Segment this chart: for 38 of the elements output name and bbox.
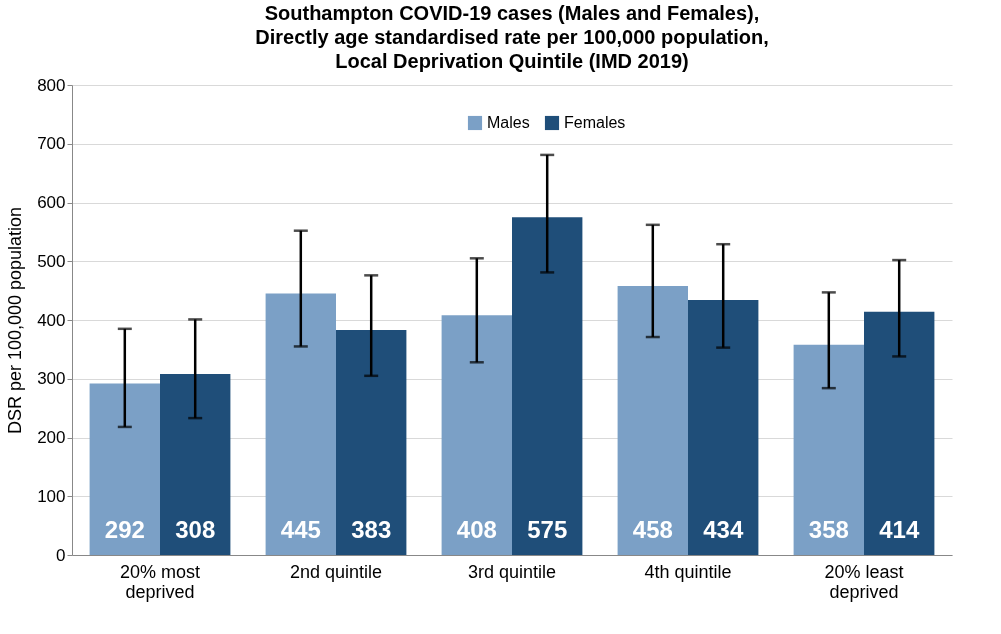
data-label: 575: [527, 516, 568, 543]
y-axis-title: DSR per 100,000 population: [5, 206, 26, 435]
bar: [89, 383, 160, 555]
x-tick-label: 2nd quintile: [289, 561, 383, 582]
data-label: 408: [456, 516, 497, 543]
y-tick-label: 500: [37, 251, 66, 271]
bar: [265, 293, 336, 555]
bar: [160, 374, 231, 555]
y-tick-label: 100: [37, 486, 66, 506]
chart-title: Southampton COVID-19 cases (Males and Females), Directly age standardised rate per 100,000 population, Local Deprivation Quintile (IMD 2019): [255, 2, 769, 72]
y-tick-label: 700: [37, 134, 66, 154]
x-tick-label: 3rd quintile: [467, 561, 557, 582]
y-tick-label: 400: [37, 310, 66, 330]
bar: [441, 315, 512, 555]
data-label: 292: [104, 516, 145, 543]
legend-label: Males: [487, 114, 530, 131]
bar: [336, 329, 407, 555]
data-label: 383: [351, 516, 392, 543]
bar: [864, 311, 935, 555]
bar: [512, 217, 583, 555]
y-tick-label: 600: [37, 193, 66, 212]
data-label: 434: [703, 516, 744, 543]
x-tick-label: 4th quintile: [644, 561, 732, 582]
x-tick-label: 20% least deprived: [824, 561, 904, 602]
bar: [793, 344, 864, 555]
y-tick-label: 0: [56, 545, 66, 565]
bar: [617, 285, 688, 555]
y-tick-label: 200: [37, 428, 66, 447]
data-label: 445: [280, 516, 321, 543]
x-tick-label: 20% most deprived: [119, 561, 201, 602]
data-label: 358: [808, 516, 849, 543]
data-label: 458: [632, 516, 673, 543]
data-label: 414: [879, 516, 920, 543]
bar: [688, 300, 759, 555]
legend-label: Females: [564, 114, 626, 131]
y-tick-label: 300: [37, 369, 66, 389]
y-tick-label: 800: [37, 75, 66, 95]
data-label: 308: [175, 516, 216, 543]
